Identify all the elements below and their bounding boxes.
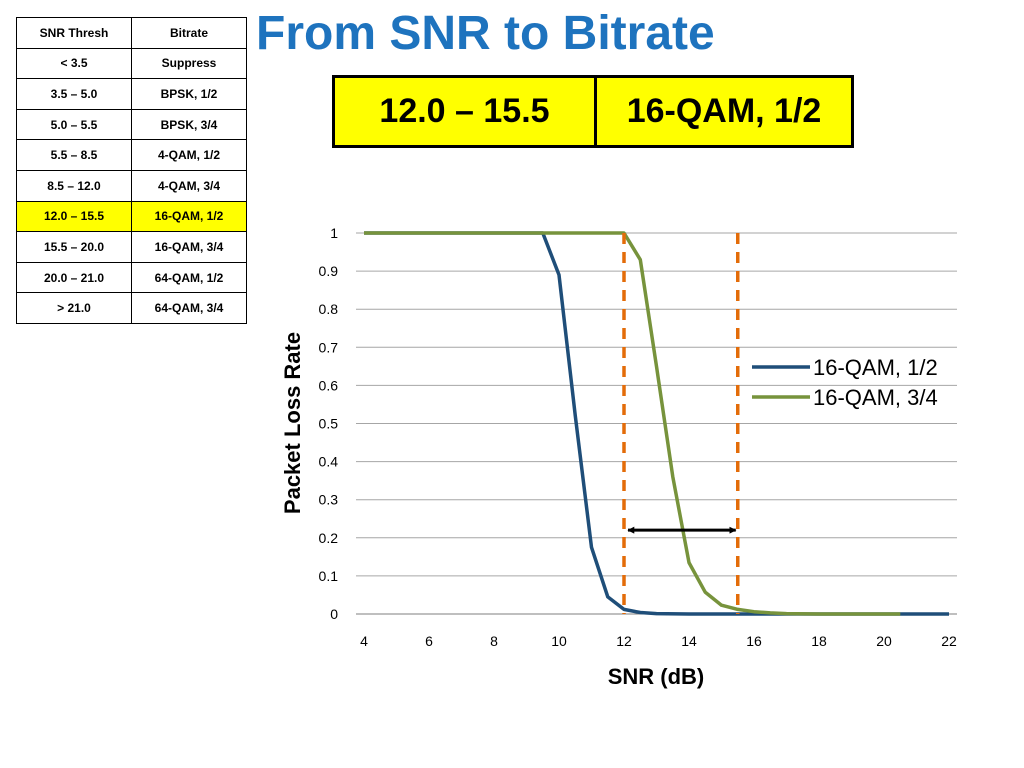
selected-bitrate: 16-QAM, 1/2 (626, 92, 822, 130)
x-tick-label: 16 (746, 633, 762, 649)
series-line-2 (364, 231, 901, 616)
y-tick-label: 0.1 (319, 568, 339, 584)
bitrate-cell: 16-QAM, 1/2 (131, 200, 247, 233)
x-tick-label: 18 (811, 633, 827, 649)
table-body: < 3.5 Suppress 3.5 – 5.0 BPSK, 1/2 5.0 – 5.5… (16, 47, 247, 324)
table-row: 12.0 – 15.5 16-QAM, 1/2 (16, 200, 247, 233)
snr-thresh-cell: 5.0 – 5.5 (16, 108, 132, 141)
snr-thresh-cell: 12.0 – 15.5 (16, 200, 132, 233)
x-tick-label: 10 (551, 633, 567, 649)
y-tick-label: 0.4 (319, 454, 339, 470)
legend-label: 16-QAM, 3/4 (813, 385, 938, 410)
y-axis-title: Packet Loss Rate (280, 332, 305, 514)
y-tick-label: 0.8 (319, 301, 339, 317)
snr-thresh-cell: > 21.0 (16, 292, 132, 324)
x-tick-label: 22 (941, 633, 957, 649)
table-row: 5.5 – 8.5 4-QAM, 1/2 (16, 139, 247, 171)
legend-label: 16-QAM, 1/2 (813, 355, 938, 380)
bitrate-cell: 4-QAM, 1/2 (131, 139, 247, 171)
x-tick-label: 12 (616, 633, 632, 649)
snr-thresh-cell: 5.5 – 8.5 (16, 139, 132, 171)
snr-thresh-header: SNR Thresh (16, 17, 132, 49)
y-tick-label: 0.3 (319, 492, 339, 508)
y-tick-label: 0 (330, 606, 338, 622)
x-tick-label: 8 (490, 633, 498, 649)
y-tick-label: 0.7 (319, 339, 339, 355)
x-tick-label: 4 (360, 633, 368, 649)
bitrate-cell: BPSK, 1/2 (131, 78, 247, 110)
y-tick-label: 0.5 (319, 416, 339, 432)
slide-title: From SNR to Bitrate (256, 7, 715, 60)
table-row: 5.0 – 5.5 BPSK, 3/4 (16, 108, 247, 141)
y-tick-label: 0.9 (319, 263, 339, 279)
x-tick-label: 20 (876, 633, 892, 649)
snr-bitrate-table: SNR Thresh Bitrate < 3.5 Suppress 3.5 – 5.… (16, 17, 247, 324)
y-tick-label: 1 (330, 225, 338, 241)
snr-thresh-cell: 15.5 – 20.0 (16, 231, 132, 263)
bitrate-cell: 64-QAM, 3/4 (131, 292, 247, 324)
table-row: 15.5 – 20.0 16-QAM, 3/4 (16, 231, 247, 263)
x-axis-title: SNR (dB) (608, 664, 705, 689)
y-tick-label: 0.2 (319, 530, 339, 546)
bitrate-cell: 16-QAM, 3/4 (131, 231, 247, 263)
bitrate-header: Bitrate (131, 17, 247, 49)
bitrate-cell: 4-QAM, 3/4 (131, 169, 247, 202)
snr-thresh-cell: 8.5 – 12.0 (16, 169, 132, 202)
table-row: > 21.0 64-QAM, 3/4 (16, 292, 247, 324)
table-row: < 3.5 Suppress (16, 47, 247, 80)
selected-snr-range: 12.0 – 15.5 (335, 78, 597, 145)
table-row: 3.5 – 5.0 BPSK, 1/2 (16, 78, 247, 110)
table-header-row: SNR Thresh Bitrate (16, 17, 247, 49)
bitrate-cell: BPSK, 3/4 (131, 108, 247, 141)
selected-rate-box: 12.0 – 15.5 16-QAM, 1/2 (332, 75, 854, 148)
table-row: 8.5 – 12.0 4-QAM, 3/4 (16, 169, 247, 202)
y-tick-label: 0.6 (319, 377, 339, 393)
bitrate-cell: Suppress (131, 47, 247, 80)
x-tick-label: 14 (681, 633, 697, 649)
chart-legend: 16-QAM, 1/2 16-QAM, 3/4 (752, 355, 938, 410)
x-tick-label: 6 (425, 633, 433, 649)
